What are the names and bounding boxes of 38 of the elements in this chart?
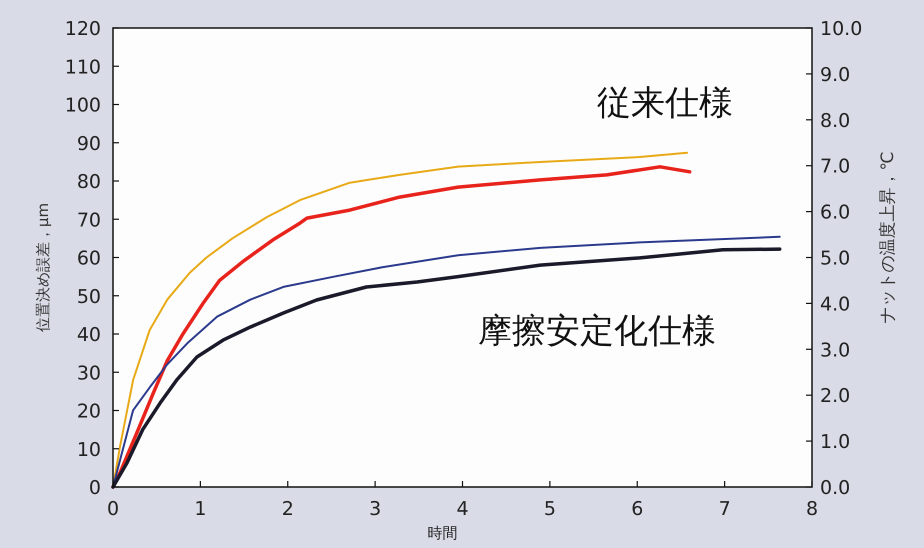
y-tick-label: 100: [64, 94, 101, 116]
y-tick-label: 50: [76, 286, 101, 308]
y-tick-label: 20: [76, 400, 101, 422]
x-tick-label: 6: [631, 498, 644, 520]
y2-tick-label: 4.0: [820, 293, 850, 316]
x-axis-title: 時間: [428, 524, 458, 542]
y-tick-label: 0: [88, 477, 101, 499]
y-tick-label: 10: [76, 438, 101, 461]
y2-tick-label: 2.0: [820, 385, 850, 408]
y-tick-label: 80: [76, 171, 101, 193]
x-tick-label: 5: [544, 498, 556, 520]
y2-tick-label: 1.0: [820, 431, 850, 454]
y-tick-label: 90: [76, 132, 101, 155]
x-tick-label: 7: [718, 498, 731, 520]
y2-tick-label: 10.0: [820, 18, 862, 40]
x-tick-label: 0: [106, 498, 120, 520]
y-tick-label: 30: [76, 362, 101, 384]
x-tick-label: 4: [456, 498, 469, 520]
y2-tick-label: 3.0: [820, 339, 850, 362]
annotation: 摩擦安定化仕様: [478, 311, 716, 351]
y-tick-label: 40: [76, 324, 101, 346]
y-tick-label: 60: [76, 248, 101, 270]
y-tick-label: 70: [76, 209, 101, 232]
annotation: 従来仕様: [597, 83, 733, 123]
y2-tick-label: 7.0: [820, 156, 850, 178]
y-tick-label: 110: [64, 56, 101, 78]
x-tick-label: 1: [194, 498, 206, 520]
y2-tick-label: 8.0: [820, 110, 850, 132]
y-axis-title: 位置決め誤差，μm: [34, 202, 52, 332]
y2-tick-label: 5.0: [820, 248, 850, 270]
y2-tick-label: 6.0: [820, 202, 850, 224]
x-tick-label: 8: [806, 498, 818, 520]
y2-tick-label: 9.0: [820, 64, 850, 86]
x-tick-label: 3: [369, 498, 382, 520]
x-tick-label: 2: [282, 498, 294, 520]
y2-tick-label: 0.0: [820, 477, 850, 499]
y2-axis-title: ナットの温度上昇，℃: [878, 151, 898, 324]
y-tick-label: 120: [64, 18, 101, 40]
